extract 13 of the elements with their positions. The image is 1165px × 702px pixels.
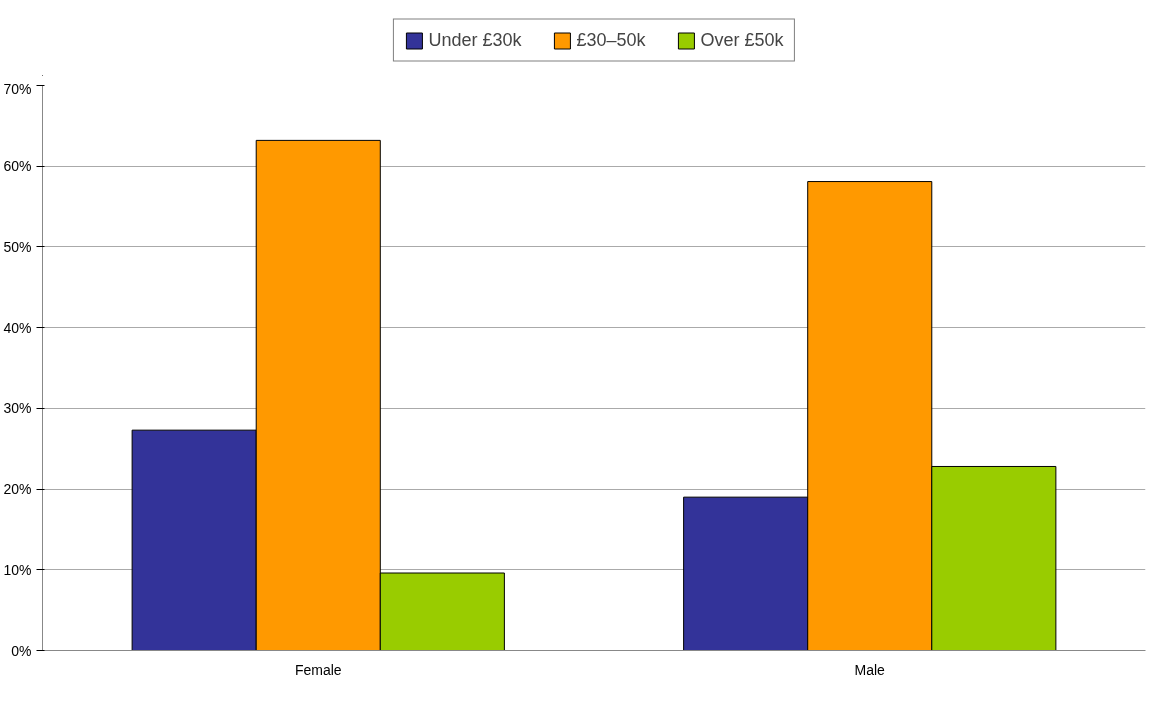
legend-label: £30–50k: [576, 29, 646, 51]
legend-label: Over £50k: [700, 29, 784, 51]
y-tick-label: 10%: [3, 561, 32, 578]
y-tick-label: 70%: [3, 80, 32, 97]
x-tick-label: Male: [854, 661, 886, 678]
legend-label: Under £30k: [428, 29, 522, 51]
x-tick-label: Female: [294, 661, 342, 678]
y-tick-label: 0%: [11, 642, 32, 659]
y-tick-label: 20%: [3, 481, 32, 498]
y-tick-label: 40%: [3, 319, 32, 336]
y-tick-label: 50%: [3, 238, 32, 255]
y-tick-label: 60%: [3, 158, 32, 175]
y-tick-label: 30%: [3, 400, 32, 417]
